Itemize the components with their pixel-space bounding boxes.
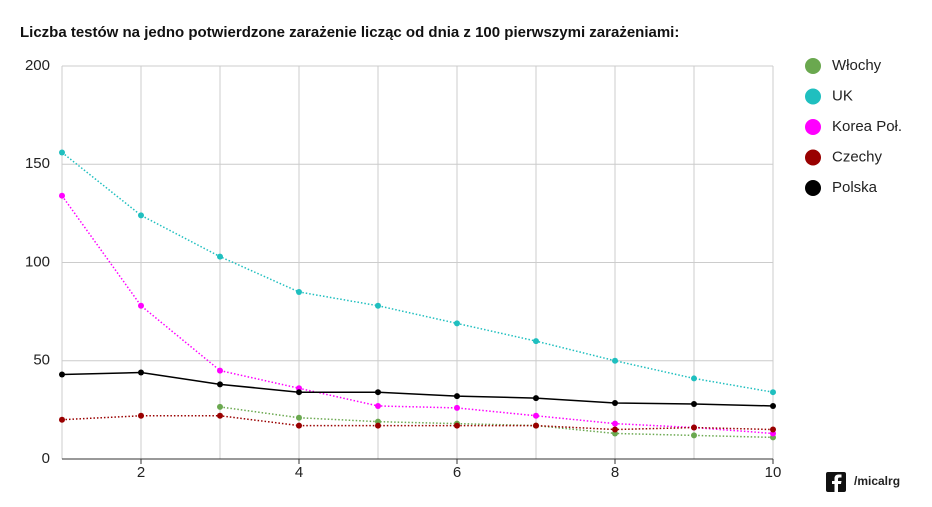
credit: /micalrg: [826, 472, 900, 492]
x-tick-label: 2: [137, 464, 145, 481]
legend-label: Polska: [832, 179, 878, 196]
point: [217, 381, 223, 388]
point: [217, 367, 223, 374]
point: [612, 426, 618, 433]
point: [59, 192, 65, 199]
x-tick-label: 8: [611, 464, 619, 481]
legend-label: UK: [832, 87, 853, 104]
line: [61, 371, 774, 407]
point: [612, 420, 618, 427]
legend-marker: [805, 119, 821, 135]
legend-marker: [805, 149, 821, 166]
point: [138, 369, 144, 376]
point: [138, 212, 144, 219]
line: [61, 415, 774, 431]
point: [770, 426, 776, 433]
series: [217, 403, 776, 441]
point: [138, 302, 144, 309]
legend-marker: [805, 180, 821, 196]
point: [691, 424, 697, 431]
point: [296, 288, 302, 295]
line: [61, 195, 774, 435]
series: [59, 369, 776, 409]
point: [454, 393, 460, 400]
point: [533, 338, 539, 345]
x-tick-label: 6: [453, 464, 461, 481]
point: [691, 432, 697, 439]
point: [59, 149, 65, 156]
point: [375, 422, 381, 429]
credit-text: /micalrg: [854, 474, 900, 488]
series: [59, 412, 776, 433]
y-tick-label: 100: [25, 253, 50, 270]
point: [612, 399, 618, 406]
series: [59, 149, 776, 396]
chart-title: Liczba testów na jedno potwierdzone zara…: [20, 24, 679, 41]
point: [454, 422, 460, 429]
line: [219, 406, 774, 439]
point: [217, 412, 223, 419]
y-tick-label: 150: [25, 155, 50, 172]
y-tick-label: 0: [42, 450, 50, 467]
point: [691, 400, 697, 407]
point: [533, 395, 539, 402]
point: [296, 389, 302, 396]
point: [375, 402, 381, 409]
point: [533, 422, 539, 429]
legend-marker: [805, 58, 821, 74]
legend-marker: [805, 88, 821, 105]
point: [59, 371, 65, 378]
point: [138, 412, 144, 419]
y-tick-label: 200: [25, 57, 50, 74]
point: [296, 422, 302, 429]
point: [454, 404, 460, 411]
point: [375, 302, 381, 309]
x-tick-label: 4: [295, 464, 303, 481]
point: [454, 320, 460, 327]
legend-label: Czechy: [832, 148, 883, 165]
legend-label: Włochy: [832, 57, 882, 74]
line: [61, 151, 774, 393]
point: [375, 389, 381, 396]
point: [612, 357, 618, 364]
point: [533, 412, 539, 419]
point: [217, 403, 223, 410]
point: [59, 416, 65, 423]
point: [217, 253, 223, 260]
point: [770, 402, 776, 409]
point: [691, 375, 697, 382]
point: [296, 414, 302, 421]
x-tick-label: 10: [765, 464, 782, 481]
y-tick-label: 50: [33, 352, 50, 369]
point: [770, 389, 776, 396]
legend-label: Korea Poł.: [832, 118, 902, 135]
